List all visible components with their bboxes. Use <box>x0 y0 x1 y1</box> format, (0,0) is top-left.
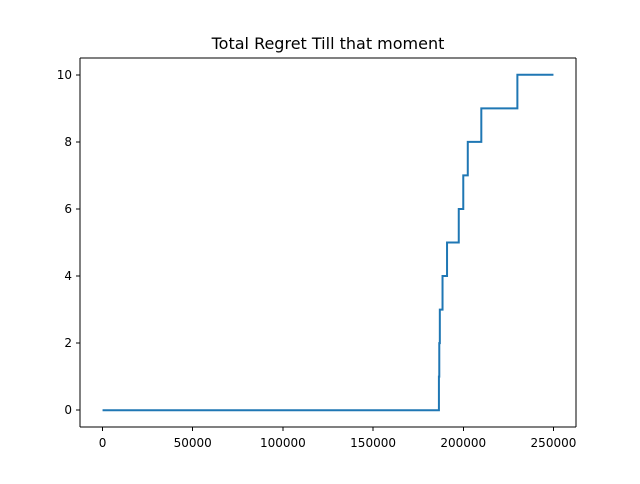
x-tick-label: 200000 <box>440 436 486 450</box>
series-line <box>102 73 554 412</box>
x-tick-label: 100000 <box>260 436 306 450</box>
x-tick-label: 0 <box>99 436 107 450</box>
x-tick-label: 150000 <box>350 436 396 450</box>
y-tick-label: 0 <box>64 403 72 417</box>
y-tick-label: 10 <box>57 68 72 82</box>
y-tick-label: 2 <box>64 336 72 350</box>
x-tick-label: 50000 <box>174 436 212 450</box>
y-axis-ticks: 0 2 4 6 8 10 <box>57 68 80 417</box>
chart-title: Total Regret Till that moment <box>211 34 445 53</box>
axes-frame <box>79 57 577 428</box>
y-tick-label: 6 <box>64 202 72 216</box>
y-tick-label: 4 <box>64 269 72 283</box>
x-axis-ticks: 0 50000 100000 150000 200000 250000 <box>99 427 577 450</box>
plot-area <box>102 73 554 412</box>
y-tick-label: 8 <box>64 135 72 149</box>
x-tick-label: 250000 <box>531 436 577 450</box>
